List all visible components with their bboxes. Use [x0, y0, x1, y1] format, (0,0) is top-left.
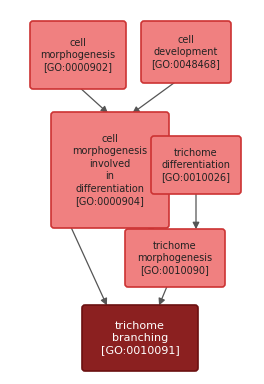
Text: cell
morphogenesis
involved
in
differentiation
[GO:0000904]: cell morphogenesis involved in different… — [72, 134, 148, 206]
FancyBboxPatch shape — [151, 136, 241, 194]
Text: trichome
differentiation
[GO:0010026]: trichome differentiation [GO:0010026] — [162, 147, 230, 182]
FancyBboxPatch shape — [30, 21, 126, 89]
FancyBboxPatch shape — [51, 112, 169, 228]
Text: trichome
morphogenesis
[GO:0010090]: trichome morphogenesis [GO:0010090] — [138, 241, 213, 275]
FancyBboxPatch shape — [141, 21, 231, 83]
Text: cell
morphogenesis
[GO:0000902]: cell morphogenesis [GO:0000902] — [40, 38, 116, 73]
Text: trichome
branching
[GO:0010091]: trichome branching [GO:0010091] — [101, 321, 179, 356]
FancyBboxPatch shape — [125, 229, 225, 287]
Text: cell
development
[GO:0048468]: cell development [GO:0048468] — [152, 35, 220, 70]
FancyBboxPatch shape — [82, 305, 198, 371]
